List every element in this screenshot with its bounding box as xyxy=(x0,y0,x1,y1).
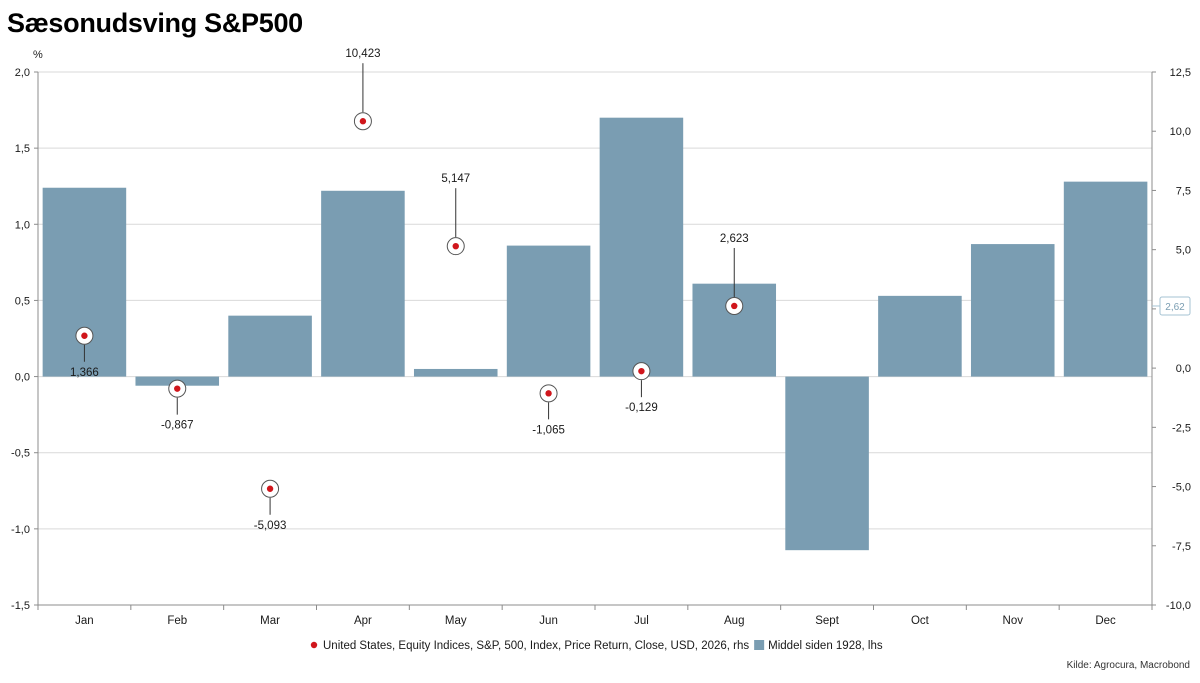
right-tick-label: 7,5 xyxy=(1176,185,1191,197)
legend-marker-symbol xyxy=(310,641,318,649)
bar xyxy=(785,376,869,551)
bar xyxy=(228,315,312,377)
left-tick-label: -1,5 xyxy=(11,600,30,612)
chart-title: Sæsonudsving S&P500 xyxy=(7,8,303,38)
marker-point xyxy=(638,367,645,375)
left-axis-ticks: 2,0 1,5 1,0 0,5 0,0 -0,5 -1,0 -1,5 xyxy=(11,67,38,612)
left-tick-label: 2,0 xyxy=(15,67,30,79)
category-label: Feb xyxy=(167,615,187,627)
grid-lines xyxy=(38,71,1152,530)
marker-data-label: 5,147 xyxy=(441,173,470,185)
marker-point xyxy=(452,242,459,250)
right-axis-ticks: 12,510,07,55,02,50,0-2,5-5,0-7,5-10,0 xyxy=(1152,67,1191,612)
bar xyxy=(970,244,1055,377)
category-label: Mar xyxy=(260,615,280,627)
right-tick-label: -5,0 xyxy=(1172,482,1191,494)
right-tick-label: 0,0 xyxy=(1176,363,1191,375)
marker-data-label: -5,093 xyxy=(254,520,287,532)
bar xyxy=(1063,181,1148,377)
axes xyxy=(37,72,1153,610)
category-label: Oct xyxy=(911,615,930,627)
marker-point xyxy=(266,485,274,492)
left-tick-label: -0,5 xyxy=(11,448,30,460)
category-labels: Jan Feb Mar Apr May Jun Jul Aug Sept Oct Nov Dec xyxy=(75,615,1116,627)
legend-marker-label: United States, Equity Indices, S&P, 500,… xyxy=(323,640,749,652)
marker-series: 1,366 -0,867 -5,093 10,423 5,147 -1,065 -0,129… xyxy=(70,48,749,532)
category-label: Apr xyxy=(354,615,372,627)
marker-data-label: 1,366 xyxy=(70,367,99,379)
marker-data-label: -1,065 xyxy=(532,424,565,436)
category-label: Jul xyxy=(634,615,649,627)
bar xyxy=(321,190,405,377)
right-tick-label: 10,0 xyxy=(1170,126,1191,138)
category-label: Sept xyxy=(815,615,839,627)
left-axis-unit: % xyxy=(33,49,43,61)
category-label: Nov xyxy=(1003,615,1024,627)
category-label: Jan xyxy=(75,615,94,627)
marker-data-label: 10,423 xyxy=(345,48,380,60)
category-label: May xyxy=(445,615,467,627)
marker-data-label: -0,867 xyxy=(161,420,194,432)
legend-bar-label: Middel siden 1928, lhs xyxy=(768,640,883,652)
legend: United States, Equity Indices, S&P, 500,… xyxy=(310,640,883,652)
bar-series xyxy=(42,117,1148,551)
left-tick-label: 1,0 xyxy=(15,219,30,231)
left-tick-label: 0,0 xyxy=(15,372,30,384)
legend-bar-symbol xyxy=(754,640,765,650)
right-tick-label: -7,5 xyxy=(1172,541,1191,553)
source-note: Kilde: Agrocura, Macrobond xyxy=(1066,660,1190,671)
last-value-tag: 2,62 xyxy=(1152,296,1191,316)
bar xyxy=(878,295,962,377)
bar xyxy=(599,117,684,377)
right-tick-label: -2,5 xyxy=(1172,422,1191,434)
right-tick-label: 12,5 xyxy=(1170,67,1191,79)
marker-point xyxy=(545,390,552,397)
bar xyxy=(506,245,591,377)
marker-point xyxy=(359,118,367,125)
right-tick-label: 5,0 xyxy=(1176,245,1191,257)
marker-data-label: -0,129 xyxy=(625,402,658,414)
category-label: Jun xyxy=(539,615,558,627)
marker-point xyxy=(174,385,181,392)
category-label: Aug xyxy=(724,615,744,627)
last-value-tag-text: 2,62 xyxy=(1165,302,1185,313)
marker-point xyxy=(731,302,738,310)
marker-point xyxy=(81,332,88,339)
bar xyxy=(413,368,498,377)
right-tick-label: -10,0 xyxy=(1166,600,1191,612)
left-tick-label: -1,0 xyxy=(11,524,30,536)
category-label: Dec xyxy=(1095,615,1116,627)
marker-data-label: 2,623 xyxy=(720,233,749,245)
left-tick-label: 1,5 xyxy=(15,143,30,155)
left-tick-label: 0,5 xyxy=(15,295,30,307)
